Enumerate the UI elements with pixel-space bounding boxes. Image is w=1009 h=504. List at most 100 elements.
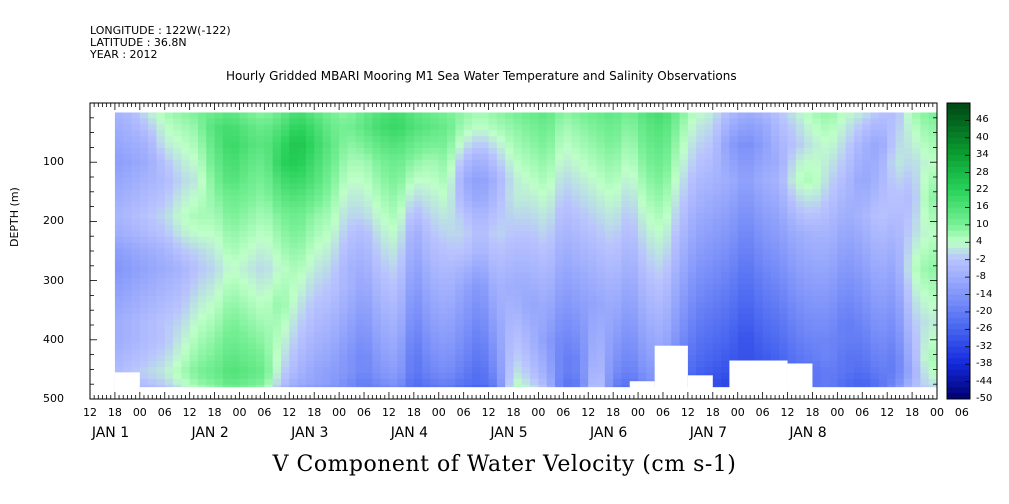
heatmap-cell bbox=[820, 254, 830, 262]
heatmap-cell bbox=[746, 242, 755, 250]
heatmap-cell bbox=[571, 171, 581, 179]
heatmap-cell bbox=[762, 177, 772, 185]
heatmap-cell bbox=[837, 361, 847, 368]
heatmap-cell bbox=[679, 260, 689, 267]
heatmap-cell bbox=[804, 118, 814, 125]
heatmap-cell bbox=[330, 260, 340, 267]
heatmap-cell bbox=[646, 248, 656, 256]
heatmap-cell bbox=[779, 313, 789, 321]
heatmap-cell bbox=[530, 331, 540, 339]
heatmap-cell bbox=[530, 284, 540, 291]
heatmap-cell bbox=[422, 290, 432, 297]
heatmap-cell bbox=[837, 307, 847, 315]
heatmap-cell bbox=[139, 153, 149, 161]
heatmap-cell bbox=[679, 266, 689, 273]
heatmap-cell bbox=[563, 266, 573, 273]
heatmap-cell bbox=[463, 278, 473, 285]
heatmap-cell bbox=[754, 153, 764, 161]
heatmap-cell bbox=[513, 207, 523, 214]
heatmap-cell bbox=[455, 195, 465, 202]
heatmap-cell bbox=[164, 248, 174, 256]
heatmap-cell bbox=[629, 325, 639, 333]
heatmap-cell bbox=[621, 301, 631, 309]
heatmap-cell bbox=[355, 171, 365, 179]
heatmap-cell bbox=[131, 219, 141, 226]
heatmap-cell bbox=[546, 284, 556, 291]
heatmap-cell bbox=[463, 189, 473, 196]
heatmap-cell bbox=[488, 236, 498, 244]
heatmap-cell bbox=[131, 112, 141, 119]
heatmap-cell bbox=[339, 201, 349, 208]
heatmap-cell bbox=[696, 112, 706, 119]
heatmap-cell bbox=[471, 260, 481, 267]
heatmap-cell bbox=[687, 207, 697, 214]
heatmap-cell bbox=[297, 260, 307, 267]
heatmap-cell bbox=[430, 278, 440, 285]
heatmap-cell bbox=[662, 254, 672, 262]
heatmap-cell bbox=[148, 242, 158, 250]
heatmap-cell bbox=[505, 331, 515, 339]
heatmap-cell bbox=[123, 319, 133, 327]
heatmap-cell bbox=[280, 136, 290, 143]
heatmap-cell bbox=[164, 355, 174, 362]
heatmap-cell bbox=[555, 219, 564, 226]
heatmap-cell bbox=[488, 118, 498, 125]
heatmap-cell bbox=[305, 112, 315, 119]
heatmap-cell bbox=[156, 171, 166, 179]
heatmap-cell bbox=[895, 236, 905, 244]
heatmap-cell bbox=[347, 266, 357, 273]
heatmap-cell bbox=[430, 136, 440, 143]
heatmap-cell bbox=[596, 159, 606, 167]
heatmap-cell bbox=[488, 367, 498, 374]
heatmap-cell bbox=[114, 118, 124, 125]
heatmap-cell bbox=[770, 301, 780, 309]
heatmap-cell bbox=[604, 177, 614, 185]
heatmap-cell bbox=[114, 177, 124, 185]
heatmap-cell bbox=[588, 201, 598, 208]
heatmap-cell bbox=[505, 195, 515, 202]
heatmap-cell bbox=[887, 130, 897, 137]
heatmap-cell bbox=[156, 219, 166, 226]
heatmap-cell bbox=[181, 201, 191, 208]
heatmap-cell bbox=[862, 272, 872, 279]
heatmap-cell bbox=[878, 284, 888, 291]
heatmap-cell bbox=[380, 290, 390, 297]
heatmap-cell bbox=[114, 201, 124, 208]
heatmap-cell bbox=[214, 260, 224, 267]
heatmap-cell bbox=[530, 124, 540, 131]
heatmap-cell bbox=[530, 349, 540, 356]
heatmap-cell bbox=[538, 319, 548, 327]
heatmap-cell bbox=[829, 355, 838, 362]
heatmap-cell bbox=[538, 171, 548, 179]
heatmap-cell bbox=[862, 118, 872, 125]
heatmap-cell bbox=[438, 361, 448, 368]
heatmap-cell bbox=[430, 295, 440, 303]
heatmap-cell bbox=[430, 337, 440, 344]
heatmap-cell bbox=[737, 325, 747, 333]
heatmap-cell bbox=[222, 118, 232, 125]
heatmap-cell bbox=[289, 130, 299, 137]
heatmap-cell bbox=[488, 313, 498, 321]
heatmap-cell bbox=[604, 130, 614, 137]
heatmap-cell bbox=[795, 171, 805, 179]
heatmap-cell bbox=[696, 307, 706, 315]
heatmap-cell bbox=[422, 319, 432, 327]
heatmap-cell bbox=[280, 343, 290, 350]
heatmap-cell bbox=[779, 272, 789, 279]
heatmap-cell bbox=[372, 361, 382, 368]
heatmap-cell bbox=[621, 355, 631, 362]
heatmap-cell bbox=[488, 177, 498, 185]
heatmap-cell bbox=[339, 207, 349, 214]
heatmap-cell bbox=[737, 307, 747, 315]
heatmap-cell bbox=[795, 177, 805, 185]
heatmap-cell bbox=[588, 248, 598, 256]
heatmap-cell bbox=[555, 378, 564, 386]
heatmap-cell bbox=[297, 325, 307, 333]
heatmap-cell bbox=[438, 213, 448, 220]
heatmap-cell bbox=[530, 112, 540, 119]
heatmap-cell bbox=[131, 343, 141, 350]
heatmap-cell bbox=[455, 230, 465, 238]
heatmap-cell bbox=[912, 248, 921, 256]
heatmap-cell bbox=[721, 278, 730, 285]
heatmap-cell bbox=[206, 337, 216, 344]
